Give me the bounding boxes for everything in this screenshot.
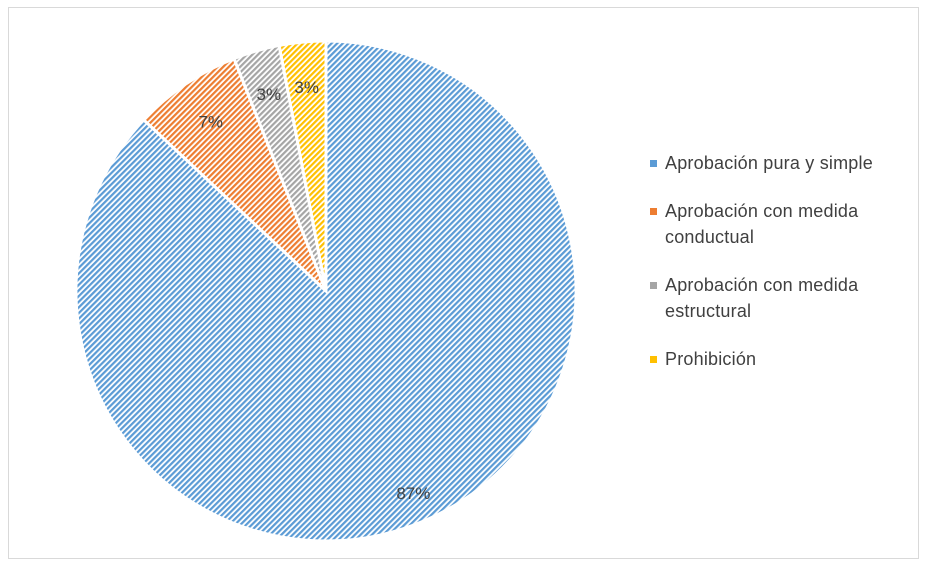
legend-item-conductual: Aprobación con medida conductual [650,198,920,250]
pie-slice-conductual [141,56,328,293]
pie-slice-prohibicion [277,39,328,292]
legend: Aprobación pura y simple Aprobación con … [650,150,920,394]
legend-item-estructural: Aprobación con medida estructural [650,272,920,324]
legend-swatch [650,208,657,215]
data-label-conductual: 7% [198,112,223,131]
legend-swatch [650,356,657,363]
data-label-prohibicion: 3% [294,78,319,97]
legend-item-prohibicion: Prohibición [650,346,920,372]
legend-label: Prohibición [665,349,757,369]
data-label-estructural: 3% [257,85,282,104]
legend-label: Aprobación con medida estructural [665,275,859,321]
data-label-pura-simple: 87% [396,484,430,503]
legend-item-pura-simple: Aprobación pura y simple [650,150,920,176]
legend-swatch [650,160,657,167]
legend-swatch [650,282,657,289]
legend-label: Aprobación pura y simple [665,153,873,173]
legend-label: Aprobación con medida conductual [665,201,859,247]
